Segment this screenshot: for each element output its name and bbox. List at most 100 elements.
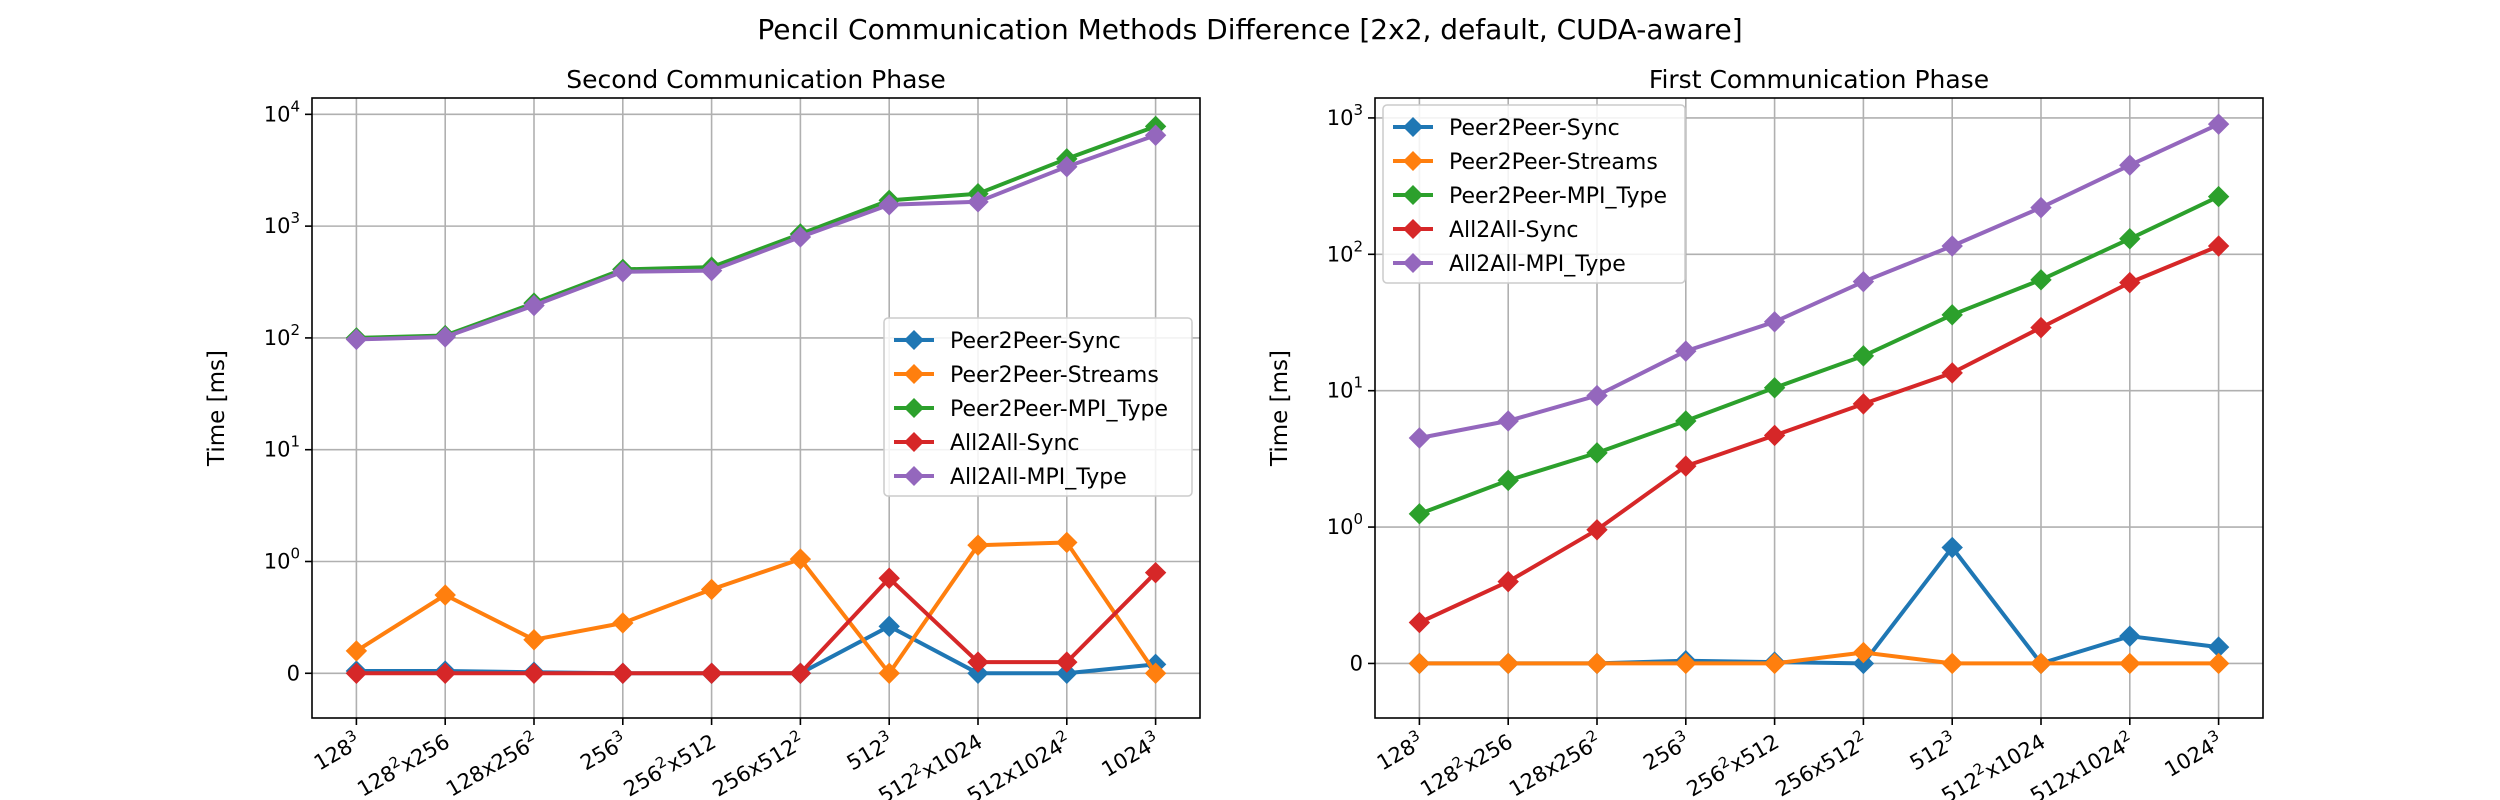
series-line <box>1419 122 2220 440</box>
x-tick-label: 128x2562 <box>440 726 542 800</box>
data-point <box>1675 410 1697 432</box>
data-point <box>1675 455 1697 477</box>
y-tick-label: 104 <box>264 97 300 126</box>
series-peer2peer-sync <box>1408 536 2230 675</box>
data-point <box>1941 304 1963 326</box>
data-point <box>1852 345 1875 367</box>
data-point <box>1497 410 1519 432</box>
x-tick-label: 10243 <box>1096 726 1165 782</box>
data-point <box>2030 196 2052 219</box>
legend-marker <box>904 466 924 486</box>
data-point <box>878 567 900 589</box>
x-tick-label: 2563 <box>574 726 631 775</box>
data-point <box>967 651 989 673</box>
data-point <box>1408 652 1431 675</box>
data-point <box>1675 652 1697 675</box>
data-point <box>967 662 989 684</box>
data-point <box>1144 124 1167 146</box>
data-point <box>1056 651 1078 673</box>
panel-first-communication-phase: First Communication Phase 0 100 101 102 103 12… <box>1267 65 2264 800</box>
data-point <box>345 640 368 662</box>
legend-marker <box>1403 219 1423 239</box>
data-point <box>1763 424 1786 447</box>
plot-frame <box>1374 97 2264 719</box>
panel-title: Second Communication Phase <box>566 65 946 94</box>
legend-item-all2all-sync: All2All-Sync <box>894 431 1080 456</box>
data-point <box>434 584 456 606</box>
data-point <box>789 226 812 248</box>
x-tick-label: 256x5122 <box>1769 726 1871 800</box>
legend-label: Peer2Peer-MPI_Type <box>1449 184 1667 209</box>
series-line <box>356 133 1157 342</box>
panel-title: First Communication Phase <box>1649 65 1989 94</box>
data-point <box>1852 270 1875 293</box>
data-point <box>1056 156 1078 178</box>
legend-label: All2All-Sync <box>1449 218 1579 243</box>
x-tick-label: 256x5122 <box>706 726 808 800</box>
data-point <box>2119 228 2141 250</box>
data-point <box>2119 271 2141 294</box>
series-line <box>1418 194 2220 516</box>
legend-label: Peer2Peer-Sync <box>950 329 1121 354</box>
data-point <box>878 615 900 638</box>
legend-label: All2All-MPI_Type <box>1449 252 1626 277</box>
data-point <box>1056 662 1078 684</box>
plot-frame <box>311 97 1201 719</box>
x-tick-label: 2563 <box>1637 726 1694 775</box>
legend-marker <box>904 364 924 384</box>
y-axis-label: Time [ms] <box>204 350 230 467</box>
y-tick-label: 100 <box>264 544 300 573</box>
data-point <box>1586 652 1608 675</box>
data-point <box>2119 625 2141 647</box>
legend-marker <box>904 330 924 350</box>
data-point <box>612 261 634 283</box>
legend-item-all2all-mpi-type: All2All-MPI_Type <box>1393 252 1626 277</box>
legend-label: Peer2Peer-Streams <box>950 363 1159 388</box>
x-tick-label: 1283 <box>308 726 365 775</box>
data-point <box>434 662 456 684</box>
series-peer2peer-mpi-type <box>1408 185 2230 525</box>
series-line <box>1418 244 2220 625</box>
panel-second-communication-phase: Second Communication Phase 0 100 101 102 103 1… <box>204 65 1201 800</box>
data-point <box>1852 641 1875 664</box>
data-point <box>434 326 456 348</box>
data-point <box>1497 652 1519 675</box>
data-point <box>789 662 812 684</box>
data-point <box>345 662 368 684</box>
y-tick-label: 101 <box>264 433 300 462</box>
data-point <box>523 662 545 684</box>
legend-item-peer2peer-sync: Peer2Peer-Sync <box>1393 116 1620 141</box>
series-line <box>356 571 1158 676</box>
legend-item-all2all-mpi-type: All2All-MPI_Type <box>894 465 1127 490</box>
x-tick-label: 2562x512 <box>618 726 720 800</box>
legend-marker <box>1403 117 1423 137</box>
series-line <box>1419 650 2219 666</box>
data-point <box>612 612 634 634</box>
y-axis-label: Time [ms] <box>1267 350 1293 467</box>
legend: Peer2Peer-Sync Peer2Peer-Streams Peer2Peer… <box>1382 104 1686 284</box>
y-tick-label: 102 <box>264 321 300 350</box>
data-point <box>700 259 723 282</box>
data-point <box>1408 503 1431 525</box>
series-all2all-sync <box>345 561 1167 684</box>
data-point <box>1586 384 1608 407</box>
series-line <box>355 540 1158 676</box>
figure-title: Pencil Communication Methods Difference … <box>757 13 1742 46</box>
legend-item-all2all-sync: All2All-Sync <box>1393 218 1579 243</box>
legend-label: Peer2Peer-Streams <box>1449 150 1658 175</box>
legend-label: All2All-MPI_Type <box>950 465 1127 490</box>
legend-box <box>1382 104 1686 284</box>
data-point <box>1408 611 1431 634</box>
series-line <box>356 124 1157 340</box>
legend-marker <box>904 432 924 452</box>
data-point <box>2207 113 2230 135</box>
data-point <box>2119 154 2141 176</box>
data-point <box>2207 235 2230 257</box>
data-point <box>700 662 723 684</box>
data-point <box>1675 340 1697 362</box>
y-tick-label: 103 <box>1327 101 1363 130</box>
legend-item-peer2peer-mpi-type: Peer2Peer-MPI_Type <box>894 397 1168 422</box>
y-tick-label: 102 <box>1327 237 1363 266</box>
legend-item-peer2peer-sync: Peer2Peer-Sync <box>894 329 1121 354</box>
